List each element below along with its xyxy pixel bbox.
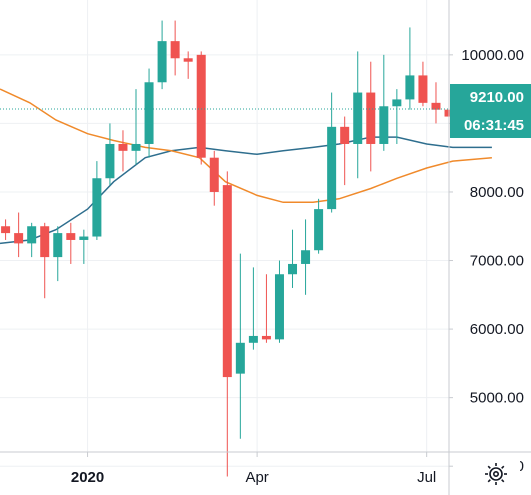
y-tick-label: 10000.00 [461, 47, 524, 64]
candle-up [105, 123, 115, 186]
candle-up [314, 198, 324, 254]
candle-body [209, 157, 219, 192]
candle-down [66, 222, 76, 264]
x-tick-label: Jul [417, 469, 436, 486]
candle-up [379, 54, 389, 151]
gear-icon [485, 463, 507, 485]
moving-average-line [0, 88, 492, 204]
candle-up [92, 161, 102, 240]
candles [1, 20, 480, 477]
candle-body [144, 82, 154, 144]
candle-up [405, 27, 415, 110]
moving-averages [0, 88, 492, 245]
candle-down [40, 222, 50, 299]
candle-body [261, 335, 271, 340]
candle-up [248, 267, 258, 350]
candle-body [92, 178, 102, 237]
y-tick-label: 7000.00 [470, 253, 524, 270]
candle-body [392, 99, 402, 107]
candle-body [353, 92, 363, 144]
candle-up [274, 260, 284, 343]
candle-body [274, 274, 284, 340]
candle-body [66, 233, 76, 240]
candle-down [418, 61, 428, 107]
candle-down [261, 274, 271, 343]
candle-up [53, 226, 63, 282]
candle-body [53, 233, 63, 258]
candle-body [340, 126, 350, 144]
candle-up [353, 51, 363, 179]
settings-button-hitbox[interactable] [470, 456, 520, 492]
candle-up [288, 229, 298, 288]
x-tick-label: Apr [245, 469, 268, 486]
candle-body [105, 143, 115, 179]
y-tick-label: 6000.00 [470, 321, 524, 338]
candle-body [405, 75, 415, 100]
candle-body [196, 54, 206, 158]
candle-body [1, 226, 11, 234]
moving-average-line [0, 136, 492, 245]
candle-up [327, 92, 337, 213]
candle-down [1, 219, 11, 240]
candle-body [235, 342, 245, 374]
candle-body [157, 41, 167, 83]
candle-down [118, 130, 128, 172]
candle-body [183, 58, 193, 62]
candle-body [366, 92, 376, 144]
candle-down [170, 20, 180, 76]
x-tick-label: 2020 [71, 469, 104, 486]
x-axis-ticks: 2020 Apr Jul [71, 452, 436, 486]
candle-up [301, 219, 311, 295]
candle-body [170, 41, 180, 59]
candle-down [209, 150, 219, 206]
candle-up [144, 68, 154, 158]
candle-body [131, 143, 141, 151]
candle-body [118, 143, 128, 151]
candle-down [196, 51, 206, 165]
last-price-badge: 9210.00 06:31:45 [450, 84, 531, 138]
candle-down [431, 82, 441, 124]
candle-down [14, 212, 24, 258]
candle-body [379, 106, 389, 144]
candle-up [235, 253, 245, 439]
candle-down [366, 61, 376, 172]
candle-body [418, 75, 428, 103]
candle-up [79, 229, 89, 264]
candle-body [14, 233, 24, 244]
last-price-label: 9210.00 [470, 89, 524, 106]
candle-body [288, 263, 298, 275]
y-tick-label: 5000.00 [470, 390, 524, 407]
candle-body [327, 126, 337, 210]
settings-button[interactable] [470, 456, 520, 492]
y-tick-label: 8000.00 [470, 184, 524, 201]
candle-body [222, 185, 232, 378]
candle-body [314, 209, 324, 251]
candle-body [248, 335, 258, 343]
candle-down [222, 171, 232, 477]
candle-body [431, 102, 441, 110]
candle-down [340, 116, 350, 186]
candle-body [79, 236, 89, 240]
candle-body [301, 250, 311, 264]
candle-body [40, 226, 50, 258]
candle-up [392, 89, 402, 144]
countdown-label: 06:31:45 [464, 117, 524, 134]
candle-up [27, 222, 37, 258]
candle-body [27, 226, 37, 244]
last-price-badge-bg [450, 84, 531, 138]
candle-down [183, 51, 193, 79]
candle-up [131, 89, 141, 165]
candle-up [157, 20, 167, 90]
